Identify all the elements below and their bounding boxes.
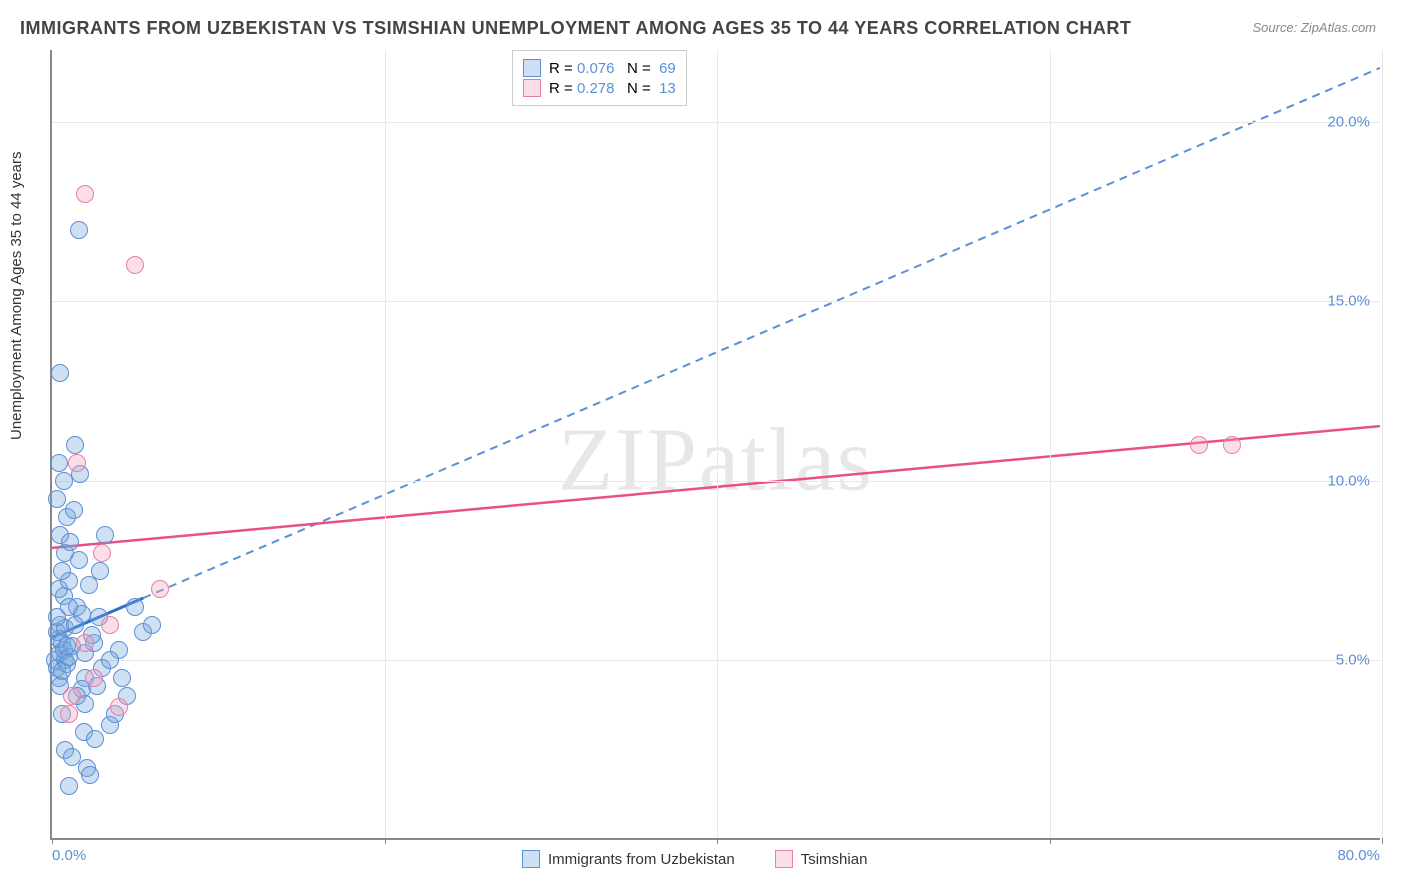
y-tick-label: 10.0% (1327, 472, 1370, 489)
data-point-uzbekistan (81, 766, 99, 784)
data-point-uzbekistan (58, 637, 76, 655)
source-attribution: Source: ZipAtlas.com (1252, 20, 1376, 35)
gridline-horizontal (52, 481, 1380, 482)
data-point-uzbekistan (91, 562, 109, 580)
legend-correlation: R = 0.076 N = 69 R = 0.278 N = 13 (512, 50, 687, 106)
x-tick-mark (385, 838, 386, 844)
data-point-tsimshian (76, 634, 94, 652)
x-tick-mark (1050, 838, 1051, 844)
legend-series-label: Immigrants from Uzbekistan (548, 851, 735, 868)
legend-swatch-icon (523, 79, 541, 97)
legend-series-item: Tsimshian (775, 850, 868, 868)
data-point-uzbekistan (60, 777, 78, 795)
data-point-uzbekistan (63, 748, 81, 766)
data-point-uzbekistan (126, 598, 144, 616)
legend-swatch-icon (775, 850, 793, 868)
data-point-uzbekistan (143, 616, 161, 634)
data-point-tsimshian (68, 454, 86, 472)
x-tick-label: 0.0% (52, 847, 86, 864)
data-point-tsimshian (151, 580, 169, 598)
watermark-text: ZIPatlas (558, 408, 874, 511)
trend-lines (52, 50, 1380, 838)
data-point-uzbekistan (101, 651, 119, 669)
data-point-uzbekistan (70, 551, 88, 569)
data-point-uzbekistan (60, 598, 78, 616)
legend-correlation-row: R = 0.278 N = 13 (523, 79, 676, 97)
chart-title: IMMIGRANTS FROM UZBEKISTAN VS TSIMSHIAN … (20, 18, 1131, 39)
data-point-uzbekistan (70, 221, 88, 239)
legend-correlation-row: R = 0.076 N = 69 (523, 59, 676, 77)
data-point-uzbekistan (51, 364, 69, 382)
gridline-horizontal (52, 122, 1380, 123)
legend-series-label: Tsimshian (801, 851, 868, 868)
gridline-horizontal (52, 660, 1380, 661)
data-point-tsimshian (85, 669, 103, 687)
data-point-uzbekistan (113, 669, 131, 687)
data-point-tsimshian (93, 544, 111, 562)
y-tick-label: 20.0% (1327, 113, 1370, 130)
y-tick-label: 5.0% (1336, 652, 1370, 669)
gridline-horizontal (52, 301, 1380, 302)
data-point-uzbekistan (80, 576, 98, 594)
x-tick-label: 80.0% (1337, 847, 1380, 864)
data-point-uzbekistan (66, 436, 84, 454)
gridline-vertical (1382, 50, 1383, 838)
x-tick-mark (717, 838, 718, 844)
y-axis-label: Unemployment Among Ages 35 to 44 years (8, 151, 25, 440)
y-tick-label: 15.0% (1327, 293, 1370, 310)
legend-stat-text: R = 0.076 N = 69 (549, 60, 676, 77)
plot-area: ZIPatlas R = 0.076 N = 69 R = 0.278 N = 1… (50, 50, 1380, 840)
legend-swatch-icon (522, 850, 540, 868)
data-point-tsimshian (1223, 436, 1241, 454)
data-point-tsimshian (1190, 436, 1208, 454)
data-point-tsimshian (76, 185, 94, 203)
gridline-vertical (385, 50, 386, 838)
x-tick-mark (52, 838, 53, 844)
data-point-uzbekistan (86, 730, 104, 748)
data-point-uzbekistan (53, 562, 71, 580)
data-point-tsimshian (110, 698, 128, 716)
data-point-uzbekistan (65, 501, 83, 519)
data-point-uzbekistan (96, 526, 114, 544)
gridline-vertical (717, 50, 718, 838)
x-tick-mark (1382, 838, 1383, 844)
data-point-tsimshian (126, 256, 144, 274)
legend-series: Immigrants from Uzbekistan Tsimshian (522, 850, 867, 868)
data-point-tsimshian (101, 616, 119, 634)
data-point-uzbekistan (50, 454, 68, 472)
data-point-uzbekistan (61, 533, 79, 551)
legend-stat-text: R = 0.278 N = 13 (549, 80, 676, 97)
data-point-uzbekistan (55, 472, 73, 490)
gridline-vertical (1050, 50, 1051, 838)
legend-series-item: Immigrants from Uzbekistan (522, 850, 735, 868)
data-point-uzbekistan (48, 490, 66, 508)
legend-swatch-icon (523, 59, 541, 77)
data-point-tsimshian (60, 705, 78, 723)
chart-container: IMMIGRANTS FROM UZBEKISTAN VS TSIMSHIAN … (0, 0, 1406, 892)
data-point-tsimshian (63, 687, 81, 705)
data-point-uzbekistan (66, 616, 84, 634)
